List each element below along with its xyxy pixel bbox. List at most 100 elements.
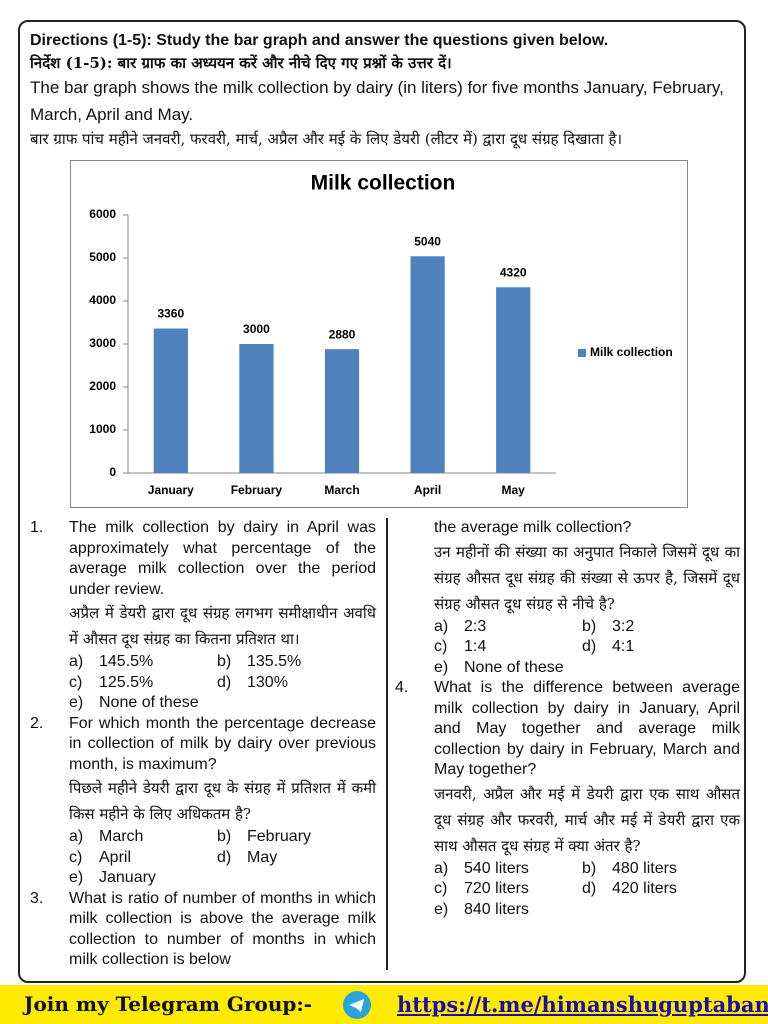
data-label: 3000: [243, 322, 270, 336]
option: a) 145.5%: [69, 652, 217, 673]
option-label: c): [434, 638, 448, 655]
question-text: For which month the percentage decrease …: [69, 714, 376, 773]
y-tick-label: 6000: [89, 207, 116, 221]
bar: [496, 287, 531, 473]
question-hindi: उन महीनों की संख्या का अनुपात निकाले जिस…: [434, 542, 740, 613]
left-column: 1. The milk collection by dairy in April …: [30, 518, 376, 971]
option: e) None of these: [69, 693, 376, 714]
option-label: d): [217, 848, 232, 866]
options: a) March b) February c) April d) May e) January: [69, 827, 376, 889]
question-text: The milk collection by dairy in April wa…: [69, 519, 376, 598]
option-label: a): [69, 653, 84, 670]
option: d) 420 liters: [582, 879, 740, 900]
option-label: e): [69, 694, 84, 711]
question-number: 1.: [30, 519, 44, 536]
option-text: 840 liters: [464, 900, 529, 918]
data-label: 5040: [414, 234, 441, 248]
question-hindi: जनवरी, अप्रैल और मई में डेयरी द्वारा एक …: [434, 784, 740, 855]
question: 3. What is ratio of number of months in w…: [30, 889, 376, 971]
question-text: What is ratio of number of months in whi…: [69, 889, 376, 969]
right-column: the average milk collection? उन महीनों क…: [395, 518, 740, 920]
question-text: What is the difference between average m…: [434, 679, 740, 778]
intro: The bar graph shows the milk collection …: [30, 78, 724, 124]
data-label: 2880: [329, 327, 356, 341]
option: c) April: [69, 848, 217, 869]
question-hindi-row: जनवरी, अप्रैल और मई में डेयरी द्वारा एक …: [395, 781, 740, 859]
option-text: 2:3: [464, 617, 487, 635]
spacer: [395, 781, 434, 859]
options-row: a) 540 liters b) 480 liters c) 720 liters d) 42…: [395, 859, 740, 921]
bar: [324, 349, 360, 473]
y-tick-label: 2000: [89, 379, 116, 393]
chart: Milk collection 0 1000 2000 3000 4000 5000 600…: [70, 160, 688, 508]
y-tick-label: 0: [109, 465, 116, 479]
option-label: e): [434, 658, 449, 676]
option-label: a): [69, 828, 84, 845]
option-label: b): [582, 617, 597, 635]
option-text: 720 liters: [464, 880, 529, 897]
intro-hindi: बार ग्राफ पांच महीने जनवरी, फरवरी, मार्च…: [30, 130, 623, 148]
directions-text: Directions (1-5): Study the bar graph an…: [30, 32, 609, 49]
option-text: February: [247, 828, 312, 845]
chart-title: Milk collection: [311, 172, 456, 195]
option-label: b): [217, 828, 232, 845]
question-number: 2.: [30, 714, 44, 732]
option-label: b): [582, 859, 597, 877]
spacer: [30, 600, 69, 652]
legend-swatch: [578, 349, 586, 357]
option-label: d): [582, 638, 597, 655]
option-label: d): [217, 673, 232, 691]
option-label: a): [434, 617, 449, 635]
question-hindi-row: पिछले महीने डेयरी द्वारा दूध के संग्रह म…: [30, 775, 376, 827]
bar: [410, 256, 445, 473]
option: e) January: [69, 868, 376, 889]
telegram-text: Join my Telegram Group:-: [24, 992, 313, 1016]
option-label: b): [217, 653, 232, 670]
y-tick-label: 1000: [89, 422, 116, 436]
option: c) 720 liters: [434, 879, 582, 900]
spacer: [395, 859, 434, 921]
option-text: None of these: [99, 694, 199, 711]
directions-hindi: निर्देश (1-5): बार ग्राफ का अध्ययन करें …: [30, 54, 452, 72]
option: b) 480 liters: [582, 859, 740, 880]
data-label: 3360: [157, 307, 184, 321]
telegram-icon: [343, 991, 371, 1019]
question-text: the average milk collection?: [434, 519, 632, 536]
option: d) 4:1: [582, 637, 740, 658]
options-row: a) March b) February c) April d) May e) January: [30, 827, 376, 889]
option-text: None of these: [464, 658, 564, 676]
option-text: 540 liters: [464, 859, 529, 877]
y-tick-label: 3000: [89, 336, 116, 350]
question-number: 4.: [395, 679, 409, 696]
question-hindi-row: अप्रैल में डेयरी द्वारा दूध संग्रह लगभग …: [30, 600, 376, 652]
option-label: c): [434, 880, 448, 897]
y-tick-label: 4000: [89, 293, 116, 307]
spacer: [30, 775, 69, 827]
telegram-link[interactable]: https://t.me/himanshuguptabank: [397, 992, 768, 1017]
bar: [153, 328, 188, 473]
directions: Directions (1-5): Study the bar graph an…: [30, 30, 740, 150]
option-text: March: [99, 828, 144, 845]
option-text: May: [247, 848, 278, 866]
option-text: 3:2: [612, 617, 635, 635]
page-frame: [18, 20, 746, 983]
option: c) 125.5%: [69, 673, 217, 694]
option-text: 130%: [247, 673, 288, 691]
bar: [239, 344, 274, 473]
question: 4. What is the difference between average…: [395, 678, 740, 781]
options-row: a) 145.5% b) 135.5% c) 125.5% d) 130% e) None of …: [30, 652, 376, 714]
options: a) 540 liters b) 480 liters c) 720 liters d) 42…: [434, 859, 740, 921]
option: e) None of these: [434, 658, 740, 679]
question-hindi: पिछले महीने डेयरी द्वारा दूध के संग्रह म…: [69, 779, 376, 823]
question: 2. For which month the percentage decreas…: [30, 714, 376, 776]
option-label: e): [434, 900, 449, 918]
option-label: a): [434, 859, 449, 877]
footer: Join my Telegram Group:- https://t.me/hi…: [0, 985, 768, 1024]
legend-label: Milk collection: [590, 345, 673, 359]
option-label: c): [69, 673, 83, 691]
option: e) 840 liters: [434, 900, 740, 921]
option: a) 2:3: [434, 617, 582, 638]
option: b) 3:2: [582, 617, 740, 638]
x-tick-label: January: [148, 483, 194, 497]
